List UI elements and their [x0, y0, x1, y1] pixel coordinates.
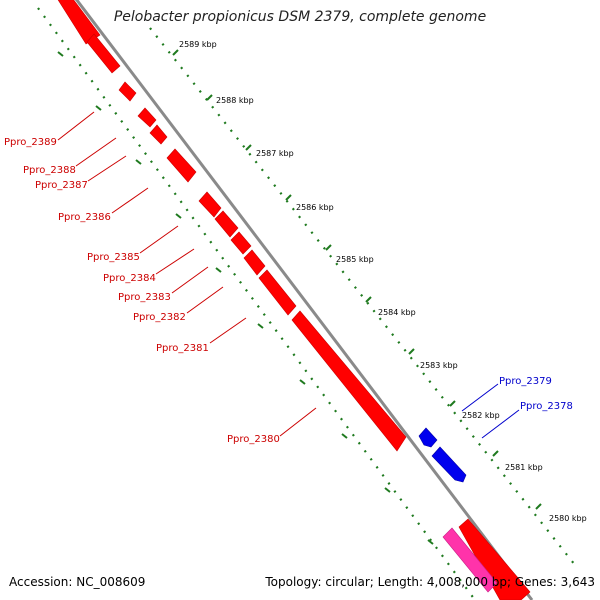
gene-ppro-2387b[interactable] [149, 124, 168, 145]
inner-tick [257, 323, 264, 329]
inner-tick [341, 433, 348, 439]
reverse-genes [418, 427, 467, 483]
tick-label: 2585 kbp [336, 255, 374, 264]
inner-tick [384, 487, 391, 493]
inner-tick [299, 379, 306, 385]
tick-label: 2588 kbp [216, 96, 254, 105]
tick-label: 2587 kbp [256, 149, 294, 158]
forward-gene-label-text: Ppro_2389 Ppro_2388 Ppro_2387 Ppro_2386 … [4, 137, 280, 445]
leader-line [481, 409, 520, 439]
gene-label[interactable]: Ppro_2379 [499, 376, 552, 387]
accession-text: Accession: NC_008609 [9, 575, 146, 589]
gene-label[interactable]: Ppro_2381 [156, 343, 209, 354]
leader-line [461, 383, 499, 412]
tick-mark [492, 450, 499, 457]
inner-tick [95, 105, 102, 111]
gene-label[interactable]: Ppro_2378 [520, 401, 573, 412]
leader-line [186, 286, 224, 314]
gene-ppro-2390[interactable] [55, 0, 101, 45]
gene-ppro-2388[interactable] [118, 81, 137, 102]
outer-tick-track [149, 27, 576, 566]
inner-tick-track [37, 7, 476, 600]
reverse-gene-label-text: Ppro_2379 Ppro_2378 [499, 376, 573, 412]
gene-pink-rna[interactable] [442, 527, 498, 593]
gene-ppro-2380[interactable] [291, 310, 407, 452]
scale-ticks: 2589 kbp 2588 kbp 2587 kbp 2586 kbp 2585… [172, 40, 587, 523]
tick-label: 2581 kbp [505, 463, 543, 472]
leader-line [87, 155, 127, 182]
gene-label[interactable]: Ppro_2389 [4, 137, 57, 148]
tick-label: 2586 kbp [296, 203, 334, 212]
gene-label[interactable]: Ppro_2385 [87, 252, 140, 263]
gene-label[interactable]: Ppro_2382 [133, 312, 186, 323]
gene-label[interactable]: Ppro_2384 [103, 273, 156, 284]
gene-ppro-2384[interactable] [214, 210, 239, 238]
inner-dotted-line [37, 7, 476, 600]
tick-label: 2582 kbp [462, 411, 500, 420]
tick-mark [285, 194, 292, 201]
leader-line [171, 266, 209, 294]
gene-ppro-2386[interactable] [166, 148, 197, 183]
gene-ppro-2378[interactable] [431, 446, 467, 483]
tick-mark [535, 503, 542, 510]
genome-summary-text: Topology: circular; Length: 4,008,000 bp… [265, 575, 595, 589]
inner-tick [215, 267, 222, 273]
gene-ppro-2389[interactable] [86, 33, 121, 74]
tick-mark [365, 296, 372, 303]
gene-ppro-2379[interactable] [418, 427, 438, 448]
tick-mark [325, 244, 332, 251]
leader-line [57, 111, 95, 141]
leader-line [155, 248, 195, 275]
tick-mark [172, 49, 179, 56]
forward-genes [55, 0, 531, 600]
leader-line [111, 187, 149, 214]
gene-lower-red[interactable] [458, 518, 531, 600]
gene-ppro-2383[interactable] [230, 231, 252, 255]
inner-tick [135, 159, 142, 165]
tick-mark [449, 400, 456, 407]
reverse-gene-labels [461, 383, 520, 439]
inner-tick [57, 51, 64, 57]
outer-dotted-line [149, 27, 576, 566]
tick-mark [206, 94, 213, 101]
tick-label: 2584 kbp [378, 308, 416, 317]
tick-label: 2580 kbp [549, 514, 587, 523]
gene-label[interactable]: Ppro_2386 [58, 212, 111, 223]
genome-backbone [74, 0, 534, 600]
leader-line [139, 225, 179, 254]
tick-label: 2583 kbp [420, 361, 458, 370]
gene-label[interactable]: Ppro_2387 [35, 180, 88, 191]
gene-ppro-2381[interactable] [258, 269, 297, 316]
inner-ticks [57, 51, 434, 545]
forward-gene-labels [57, 111, 317, 437]
leader-line [209, 317, 247, 344]
tick-mark [245, 144, 252, 151]
map-title: Pelobacter propionicus DSM 2379, complet… [113, 9, 487, 25]
leader-line [75, 137, 117, 167]
gene-label[interactable]: Ppro_2380 [227, 434, 280, 445]
leader-line [279, 407, 317, 437]
gene-label[interactable]: Ppro_2388 [23, 165, 76, 176]
gene-ppro-2382[interactable] [243, 249, 266, 276]
gene-ppro-2385[interactable] [198, 191, 222, 218]
inner-tick [427, 539, 434, 545]
tick-mark [408, 348, 415, 355]
gene-ppro-2387[interactable] [137, 107, 157, 128]
inner-tick [175, 213, 182, 219]
tick-label: 2589 kbp [179, 40, 217, 49]
gene-label[interactable]: Ppro_2383 [118, 292, 171, 303]
